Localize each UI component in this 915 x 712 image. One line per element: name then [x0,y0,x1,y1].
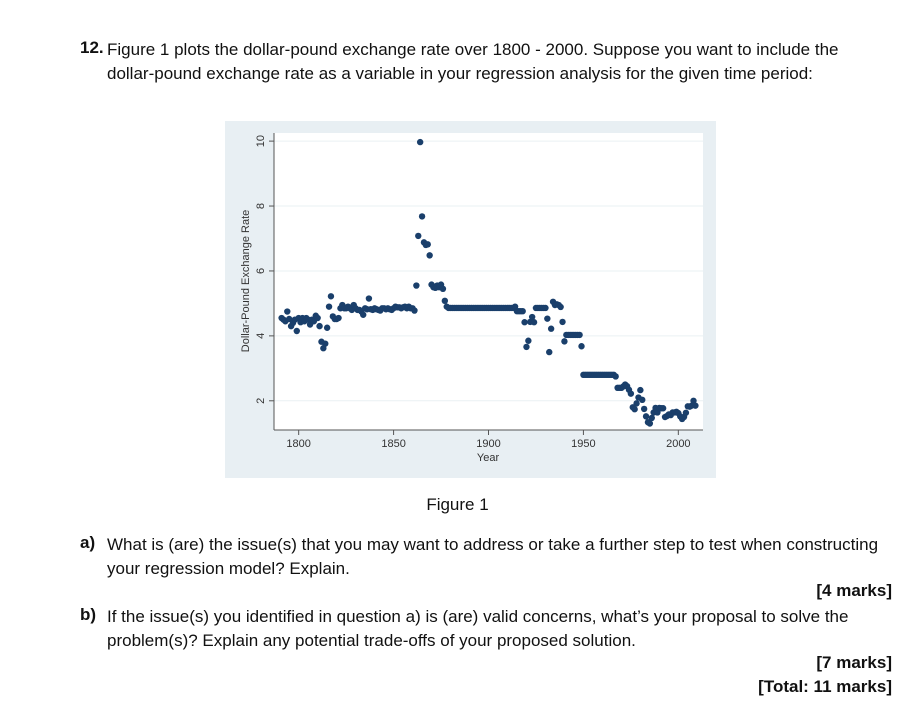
data-point [528,313,536,321]
data-point [365,295,373,302]
data-point [521,319,528,326]
x-tick-label: 2000 [666,438,690,450]
data-point [692,402,699,409]
data-point [519,308,526,315]
data-point [542,304,549,312]
data-point [316,322,323,330]
data-point [642,413,650,420]
data-point [640,405,648,413]
part-b-marks: [7 marks] [816,653,892,672]
question-number: 12. [80,38,104,57]
y-tick-label: 2 [255,398,267,404]
part-b-text: If the issue(s) you identified in questi… [107,607,849,650]
data-point [544,315,551,322]
x-axis-label: Year [477,452,500,464]
data-point [416,138,424,146]
figure-1-chart: 2 4 6 8 10 1800 1850 1900 1950 2000 Year Dollar-… [225,121,716,478]
data-point [682,409,690,416]
data-point [325,303,333,310]
part-b-label: b) [80,605,97,624]
data-point [439,285,447,293]
x-tick-label: 1800 [286,438,310,450]
question-stem: Figure 1 plots the dollar-pound exchange… [107,40,839,83]
data-point [525,337,532,344]
y-tick-label: 8 [255,203,267,209]
y-tick-label: 6 [255,268,267,274]
data-point [360,311,367,318]
scatter-plot: 2 4 6 8 10 1800 1850 1900 1950 2000 Year Dollar-… [240,133,703,464]
data-point [314,314,321,322]
data-point [637,386,644,394]
data-point [627,390,635,397]
data-point [576,331,583,339]
data-point [293,327,300,335]
data-point [322,340,329,347]
data-point [612,373,619,380]
plot-area [274,133,703,430]
data-point [547,325,555,332]
data-point [426,252,433,259]
gridlines [274,140,703,402]
y-ticks: 2 4 6 8 10 [255,135,274,404]
data-point [646,420,654,427]
data-point [327,293,335,300]
data-point [648,414,655,422]
data-point [323,324,331,331]
data-point [441,297,449,305]
x-tick-label: 1900 [476,438,500,450]
data-point [561,338,568,345]
figure-caption: Figure 1 [426,495,489,514]
total-marks: [Total: 11 marks] [758,677,892,696]
x-tick-label: 1850 [381,438,405,450]
data-point [413,282,420,289]
data-point [659,405,667,412]
y-tick-label: 10 [255,135,267,147]
part-a-label: a) [80,533,96,552]
data-point [559,318,566,326]
data-points [278,138,699,427]
y-tick-label: 4 [255,333,267,339]
data-point [631,406,638,413]
part-a-text: What is (are) the issue(s) that you may … [107,535,879,578]
data-point [578,343,585,350]
data-point [530,319,538,326]
data-point [424,241,431,248]
part-a-marks: [4 marks] [816,581,892,600]
data-point [418,213,426,220]
data-point [411,307,418,314]
data-point [284,308,291,315]
data-point [690,397,697,404]
data-point [639,396,646,404]
x-ticks: 1800 1850 1900 1950 2000 [286,430,691,450]
y-axis-label: Dollar-Pound Exchange Rate [240,210,252,352]
data-point [557,303,564,311]
data-point [523,343,530,351]
x-tick-label: 1950 [571,438,595,450]
data-point [415,232,422,240]
data-point [633,400,640,407]
data-point [546,348,553,356]
data-point [335,314,342,322]
